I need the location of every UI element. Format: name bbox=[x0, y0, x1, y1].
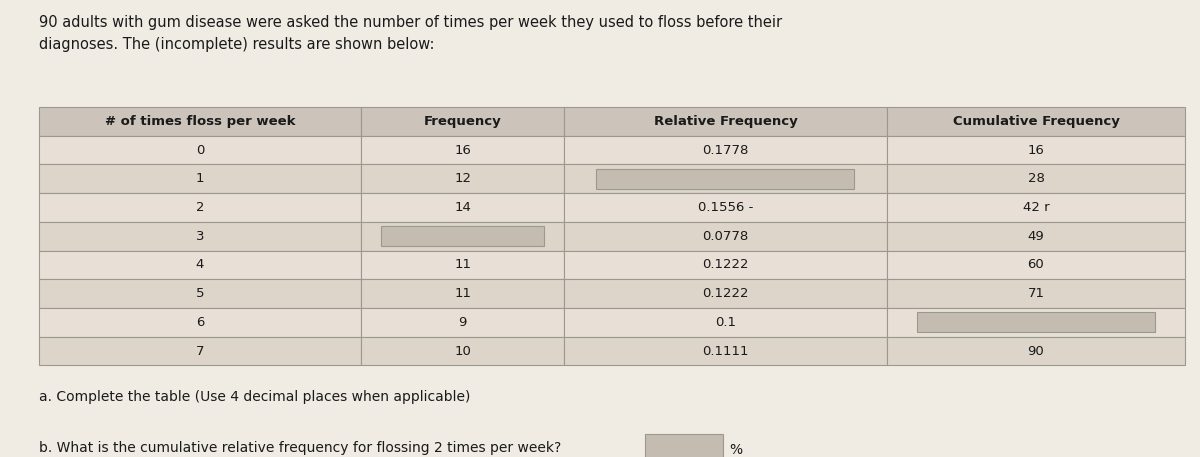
Text: 3: 3 bbox=[196, 230, 204, 243]
Bar bbox=[564, 222, 887, 250]
Bar bbox=[887, 250, 1186, 279]
Text: 0.1556 -: 0.1556 - bbox=[697, 201, 754, 214]
Text: 7: 7 bbox=[196, 345, 204, 358]
Bar bbox=[564, 165, 887, 193]
Bar bbox=[38, 308, 361, 337]
Text: 60: 60 bbox=[1027, 259, 1044, 271]
Text: 10: 10 bbox=[455, 345, 472, 358]
Text: 6: 6 bbox=[196, 316, 204, 329]
Bar bbox=[887, 193, 1186, 222]
Text: 90: 90 bbox=[1027, 345, 1044, 358]
Bar bbox=[361, 222, 564, 250]
Text: 0.0778: 0.0778 bbox=[702, 230, 749, 243]
Bar bbox=[917, 312, 1156, 332]
Bar bbox=[38, 165, 361, 193]
Text: 71: 71 bbox=[1027, 287, 1044, 300]
Text: 42 r: 42 r bbox=[1022, 201, 1049, 214]
Text: 0: 0 bbox=[196, 143, 204, 157]
Bar bbox=[38, 107, 361, 136]
Text: 28: 28 bbox=[1027, 172, 1044, 186]
Text: 14: 14 bbox=[455, 201, 472, 214]
Bar bbox=[38, 222, 361, 250]
Text: 16: 16 bbox=[455, 143, 472, 157]
Text: 5: 5 bbox=[196, 287, 204, 300]
Bar bbox=[38, 337, 361, 366]
Text: Relative Frequency: Relative Frequency bbox=[654, 115, 797, 128]
Bar bbox=[361, 250, 564, 279]
Bar bbox=[564, 337, 887, 366]
Bar bbox=[38, 279, 361, 308]
Text: 11: 11 bbox=[454, 259, 472, 271]
Bar bbox=[38, 136, 361, 165]
Bar bbox=[887, 136, 1186, 165]
Text: b. What is the cumulative relative frequency for flossing 2 times per week?: b. What is the cumulative relative frequ… bbox=[38, 441, 560, 455]
Bar bbox=[887, 165, 1186, 193]
Bar bbox=[361, 308, 564, 337]
Bar bbox=[361, 165, 564, 193]
Bar bbox=[38, 250, 361, 279]
Bar bbox=[564, 308, 887, 337]
Bar bbox=[887, 222, 1186, 250]
Bar bbox=[382, 226, 544, 246]
Text: 9: 9 bbox=[458, 316, 467, 329]
Text: 12: 12 bbox=[454, 172, 472, 186]
Text: 16: 16 bbox=[1027, 143, 1044, 157]
Bar bbox=[361, 193, 564, 222]
Bar bbox=[564, 250, 887, 279]
Bar bbox=[887, 337, 1186, 366]
Text: %: % bbox=[730, 443, 742, 457]
Bar bbox=[564, 136, 887, 165]
Bar bbox=[38, 193, 361, 222]
Text: 4: 4 bbox=[196, 259, 204, 271]
Bar bbox=[361, 337, 564, 366]
Text: 0.1: 0.1 bbox=[715, 316, 736, 329]
Text: 2: 2 bbox=[196, 201, 204, 214]
Bar bbox=[887, 107, 1186, 136]
Text: a. Complete the table (Use 4 decimal places when applicable): a. Complete the table (Use 4 decimal pla… bbox=[38, 390, 470, 404]
Bar bbox=[887, 279, 1186, 308]
Text: 90 adults with gum disease were asked the number of times per week they used to : 90 adults with gum disease were asked th… bbox=[38, 15, 781, 52]
Bar bbox=[361, 136, 564, 165]
Text: # of times floss per week: # of times floss per week bbox=[104, 115, 295, 128]
Bar bbox=[596, 169, 854, 189]
Text: 0.1222: 0.1222 bbox=[702, 259, 749, 271]
Bar bbox=[564, 279, 887, 308]
Text: 11: 11 bbox=[454, 287, 472, 300]
Bar bbox=[887, 308, 1186, 337]
Text: Frequency: Frequency bbox=[424, 115, 502, 128]
Bar bbox=[564, 107, 887, 136]
Text: Cumulative Frequency: Cumulative Frequency bbox=[953, 115, 1120, 128]
Bar bbox=[361, 279, 564, 308]
Bar bbox=[564, 193, 887, 222]
Bar bbox=[646, 434, 724, 457]
Text: 0.1111: 0.1111 bbox=[702, 345, 749, 358]
Text: 1: 1 bbox=[196, 172, 204, 186]
Bar bbox=[361, 107, 564, 136]
Text: 0.1778: 0.1778 bbox=[702, 143, 749, 157]
Text: 0.1222: 0.1222 bbox=[702, 287, 749, 300]
Text: 49: 49 bbox=[1027, 230, 1044, 243]
